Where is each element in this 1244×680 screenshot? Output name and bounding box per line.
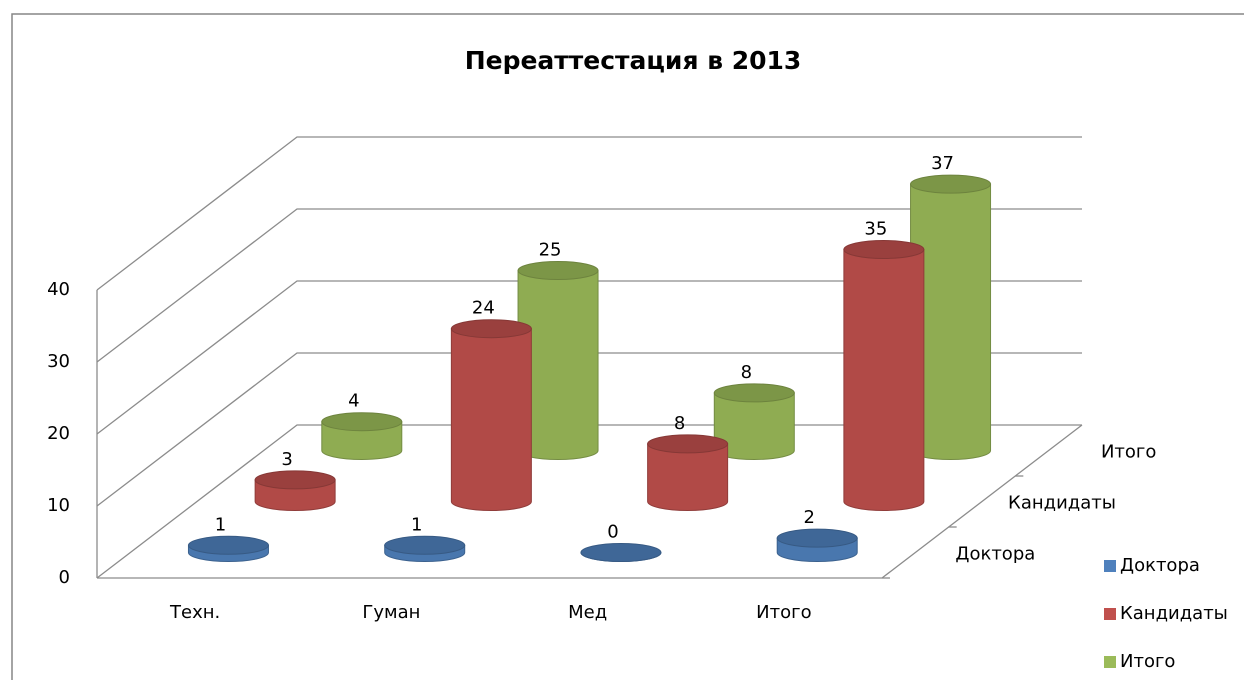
grid-line xyxy=(96,352,1082,507)
bar-top xyxy=(910,174,992,194)
bar xyxy=(776,528,858,562)
bar xyxy=(647,434,729,511)
legend-label: Итого xyxy=(1120,651,1175,672)
chart-border xyxy=(11,13,1244,680)
bar xyxy=(713,383,795,460)
y-tick-label: 0 xyxy=(59,567,70,588)
y-tick-label: 40 xyxy=(47,279,70,300)
bar xyxy=(384,535,466,562)
data-label: 0 xyxy=(607,522,618,543)
legend-label: Доктора xyxy=(1120,555,1200,576)
data-label: 4 xyxy=(348,391,359,412)
data-label: 37 xyxy=(931,153,954,174)
legend-swatch xyxy=(1104,560,1116,572)
y-tick-label: 10 xyxy=(47,495,70,516)
bar-body xyxy=(321,421,403,460)
bar-top xyxy=(450,319,532,339)
x-tick-label: Техн. xyxy=(169,602,220,623)
y-tick-label: 30 xyxy=(47,351,70,372)
bar-top xyxy=(517,261,599,280)
grid-line xyxy=(96,136,1082,291)
bar xyxy=(321,412,403,460)
bar-top xyxy=(384,535,466,555)
bar xyxy=(187,535,269,562)
depth-axis-label: Кандидаты xyxy=(1008,493,1116,514)
bar xyxy=(580,543,662,562)
bar-top xyxy=(647,434,729,454)
bar-top xyxy=(843,240,925,259)
data-label: 8 xyxy=(674,413,685,434)
x-tick-label: Мед xyxy=(568,602,607,623)
grid-line xyxy=(96,208,1082,363)
bar xyxy=(450,319,532,511)
depth-axis-label: Доктора xyxy=(955,544,1035,565)
y-tick-label: 20 xyxy=(47,423,70,444)
chart-title: Переаттестация в 2013 xyxy=(465,46,802,75)
legend-swatch xyxy=(1104,608,1116,620)
bar-body xyxy=(843,249,925,511)
bar-top xyxy=(776,528,858,548)
x-tick-label: Гуман xyxy=(362,602,420,623)
depth-axis-label: Итого xyxy=(1101,442,1156,463)
data-label: 24 xyxy=(472,298,495,319)
x-tick-label: Итого xyxy=(756,602,811,623)
grid-line xyxy=(96,280,1082,435)
bar-top xyxy=(321,412,403,432)
data-label: 2 xyxy=(803,507,814,528)
bar-body xyxy=(450,328,532,511)
bar-top xyxy=(580,543,662,562)
data-label: 8 xyxy=(741,362,752,383)
data-label: 1 xyxy=(215,514,226,535)
data-label: 35 xyxy=(864,219,887,240)
legend-swatch xyxy=(1104,656,1116,668)
data-label: 1 xyxy=(411,514,422,535)
bar-top xyxy=(254,470,336,490)
bar xyxy=(254,470,336,511)
data-label: 25 xyxy=(539,240,562,261)
bar xyxy=(517,261,599,460)
bar-body xyxy=(647,443,729,511)
bar-top xyxy=(187,535,269,555)
bar xyxy=(843,240,925,511)
grid-line xyxy=(96,424,1082,579)
bar-top xyxy=(713,383,795,403)
data-label: 3 xyxy=(281,449,292,470)
legend-label: Кандидаты xyxy=(1120,603,1228,624)
